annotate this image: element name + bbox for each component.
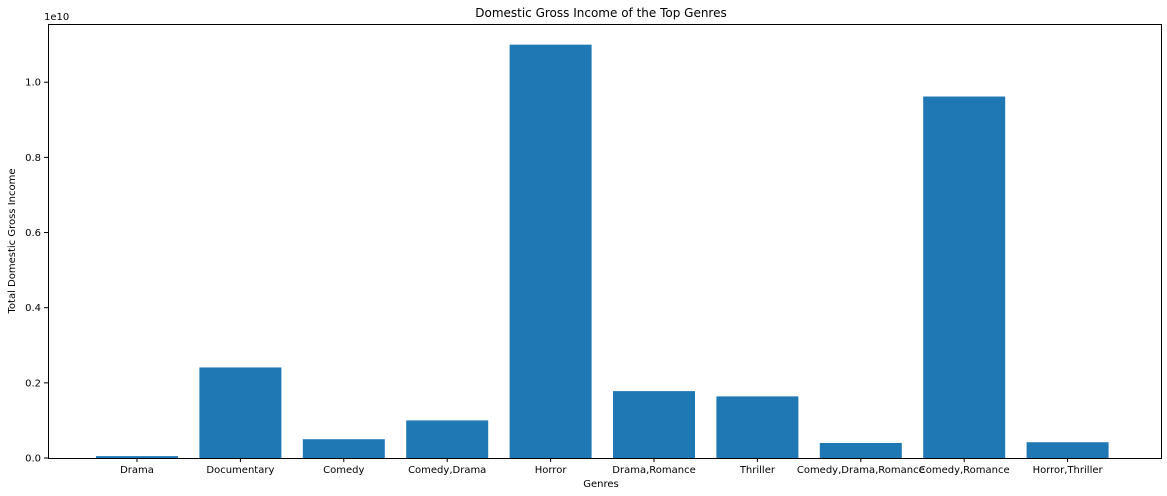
chart-title: Domestic Gross Income of the Top Genres <box>475 6 727 20</box>
y-ticks-group: 0.0 0.2 0.4 0.6 0.8 1.0 <box>25 78 48 465</box>
bars-group <box>96 44 1109 459</box>
x-axis-label: Genres <box>583 479 619 490</box>
bar-comedy-drama <box>406 420 489 458</box>
x-tick-label: Thriller <box>739 465 776 476</box>
bar-documentary <box>199 367 282 458</box>
y-tick-label: 1.0 <box>25 78 41 89</box>
x-tick-label: Comedy,Romance <box>919 465 1010 476</box>
x-tick-label: Comedy <box>323 465 364 476</box>
bar-horror <box>509 44 592 459</box>
x-tick-label: Comedy,Drama <box>408 465 486 476</box>
x-tick-label: Documentary <box>206 465 274 476</box>
y-tick-label: 0.4 <box>25 303 41 314</box>
x-tick-label: Drama,Romance <box>612 465 695 476</box>
y-tick-label: 0.6 <box>25 228 41 239</box>
x-tick-label: Drama <box>120 465 154 476</box>
bar-comedy-drama-romance <box>819 442 902 458</box>
bar-drama <box>96 456 178 458</box>
bar-thriller <box>716 396 799 458</box>
y-axis-label: Total Domestic Gross Income <box>7 169 18 315</box>
y-tick-label: 0.8 <box>25 153 41 164</box>
plot-frame <box>48 24 1162 459</box>
x-tick-label: Horror <box>535 465 568 476</box>
bar-drama-romance <box>613 391 695 458</box>
y-axis-offset-label: 1e10 <box>44 12 69 23</box>
x-tick-label: Comedy,Drama,Romance <box>797 465 925 476</box>
y-tick-label: 0.2 <box>25 378 41 389</box>
bar-comedy <box>302 439 385 458</box>
y-tick-label: 0.0 <box>25 454 41 465</box>
bar-horror-thriller <box>1026 442 1109 458</box>
x-tick-label: Horror,Thriller <box>1033 465 1104 476</box>
x-ticks-group: Drama Documentary Comedy Comedy,Drama Horror… <box>120 458 1104 476</box>
bar-comedy-romance <box>923 96 1006 458</box>
